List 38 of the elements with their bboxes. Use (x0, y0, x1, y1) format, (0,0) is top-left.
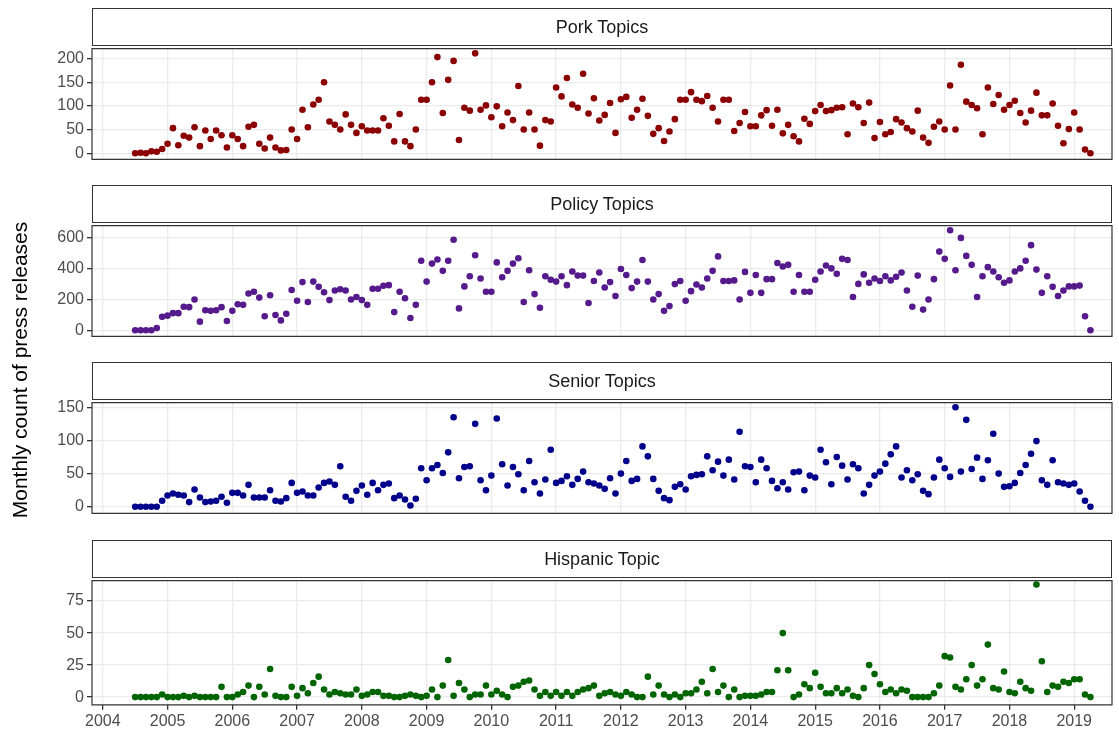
y-tick-label: 0 (75, 320, 85, 338)
x-tick-label: 2013 (667, 711, 704, 729)
chart-title: Senior Topics (548, 370, 656, 392)
y-tick-label: 200 (57, 48, 85, 66)
y-tick-label: 100 (57, 96, 85, 114)
x-tick-label: 2005 (149, 711, 186, 729)
y-tick-label: 200 (57, 289, 85, 307)
x-tick-label: 2016 (862, 711, 898, 729)
y-tick-label: 75 (66, 591, 85, 609)
chart-title: Policy Topics (550, 193, 654, 215)
x-tick-label: 2007 (279, 711, 315, 729)
y-tick-label: 25 (66, 655, 85, 673)
y-tick-label: 50 (66, 119, 85, 137)
x-tick-label: 2018 (991, 711, 1028, 729)
y-tick-label: 100 (57, 430, 85, 448)
y-tick-label: 400 (57, 259, 85, 277)
x-tick-label: 2017 (926, 711, 963, 729)
x-tick-label: 2014 (732, 711, 769, 729)
chart-title: Pork Topics (555, 16, 649, 38)
y-tick-label: 50 (66, 464, 85, 481)
y-tick-label: 150 (57, 72, 85, 90)
x-tick-label: 2004 (85, 711, 121, 729)
y-tick-label: 0 (75, 687, 85, 705)
y-tick-label: 0 (75, 497, 85, 515)
chart-title: Hispanic Topic (544, 548, 660, 570)
y-tick-label: 50 (66, 623, 85, 641)
x-tick-label: 2015 (797, 711, 834, 729)
x-tick-label: 2010 (473, 711, 510, 729)
x-tick-label: 2009 (408, 711, 445, 729)
x-tick-label: 2012 (603, 711, 639, 729)
x-tick-label: 2019 (1056, 711, 1093, 729)
y-tick-label: 0 (75, 143, 85, 161)
y-tick-label: 600 (57, 228, 85, 246)
x-tick-label: 2008 (344, 711, 380, 729)
y-tick-label: 150 (57, 397, 85, 415)
x-tick-label: 2006 (214, 711, 251, 729)
x-tick-label: 2011 (538, 711, 574, 729)
y-axis-title: Monthly count of press releases (8, 221, 32, 519)
